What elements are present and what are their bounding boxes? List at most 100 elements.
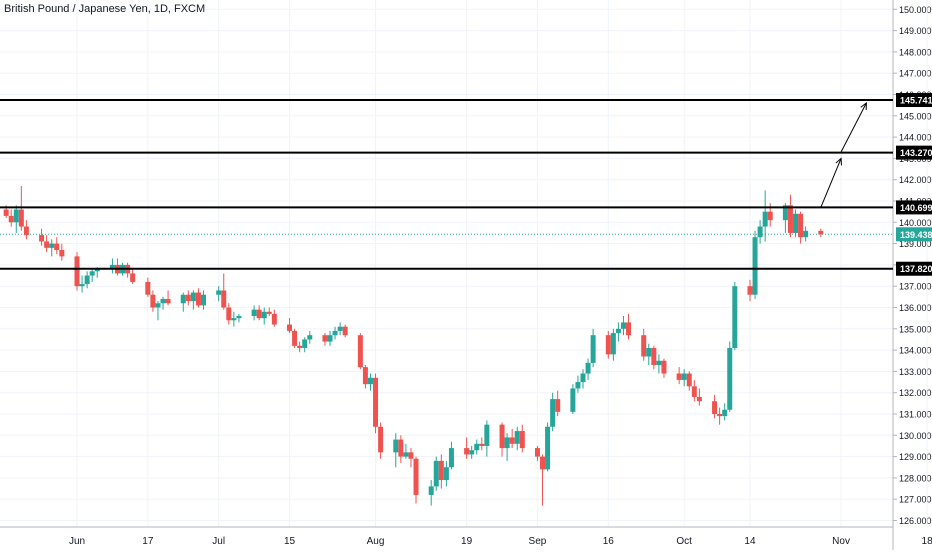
candle-body	[292, 330, 298, 346]
x-tick-label: Aug	[367, 536, 385, 547]
y-tick-label: 136.000	[899, 303, 932, 313]
candle-body	[696, 396, 702, 402]
candle-body	[686, 373, 692, 387]
y-tick-label: 127.000	[899, 495, 932, 505]
candle-body	[302, 339, 308, 348]
y-tick-label: 145.000	[899, 111, 932, 121]
candle-body	[8, 215, 14, 223]
candle-body	[190, 292, 196, 302]
candle-body	[271, 313, 277, 325]
candle-body	[661, 360, 667, 374]
candle-body	[610, 333, 616, 355]
candle-body	[266, 311, 272, 314]
candle-body	[641, 335, 647, 357]
candle-body	[23, 226, 29, 236]
candle-body	[342, 326, 348, 336]
candle-body	[251, 309, 257, 317]
candle-body	[615, 328, 621, 334]
y-tick-label: 149.000	[899, 26, 932, 36]
candle-body	[403, 452, 409, 457]
candle-body	[717, 414, 723, 417]
candle-body	[727, 347, 733, 410]
candle-body	[413, 458, 419, 495]
candle-body	[221, 290, 227, 308]
candle-body	[49, 243, 55, 248]
y-tick-label: 129.000	[899, 452, 932, 462]
y-tick-label: 133.000	[899, 367, 932, 377]
candle-body	[297, 345, 303, 348]
candle-body	[195, 292, 201, 306]
candle-body	[747, 286, 753, 295]
candle-body	[732, 286, 738, 348]
candle-body	[74, 256, 80, 287]
candle-body	[44, 241, 50, 248]
candle-body	[13, 209, 19, 223]
candle-body	[155, 303, 161, 308]
candle-body	[479, 443, 485, 446]
candle-body	[757, 226, 763, 238]
candle-body	[327, 335, 333, 342]
candle-body	[575, 382, 581, 389]
candle-body	[408, 452, 414, 459]
candle-body	[570, 388, 576, 412]
x-tick-label: 17	[142, 536, 154, 547]
y-tick-label: 142.000	[899, 175, 932, 185]
level-label-bg	[896, 261, 932, 276]
x-tick-label: 14	[744, 536, 756, 547]
arrow-line	[820, 158, 842, 208]
candle-body	[605, 335, 611, 355]
candle-body	[373, 377, 379, 427]
candle-body	[256, 309, 262, 319]
candle-body	[226, 307, 232, 321]
candle-body	[231, 318, 237, 321]
y-tick-label: 148.000	[899, 47, 932, 57]
candle-body	[484, 424, 490, 446]
candle-body	[216, 290, 222, 295]
level-label: 145.741	[900, 96, 932, 106]
candle-body	[626, 322, 632, 336]
candle-body	[94, 269, 100, 272]
level-label: 137.820	[900, 264, 932, 274]
x-tick-label: 19	[461, 536, 473, 547]
candle-body	[469, 450, 475, 455]
y-tick-label: 128.000	[899, 473, 932, 483]
y-tick-label: 130.000	[899, 431, 932, 441]
y-tick-label: 139.000	[899, 239, 932, 249]
level-label: 140.699	[900, 203, 932, 213]
chart-title: British Pound / Japanese Yen, 1D, FXCM	[4, 3, 206, 15]
candle-body	[130, 273, 136, 282]
level-label-bg	[896, 145, 932, 160]
candle-body	[499, 424, 505, 449]
candle-body	[428, 486, 434, 495]
arrow-head	[835, 157, 842, 166]
candle-body	[793, 213, 799, 233]
candle-body	[691, 386, 697, 397]
candle-body	[54, 243, 60, 250]
arrow-line	[840, 102, 867, 153]
candle-body	[145, 281, 151, 295]
candle-body	[307, 335, 313, 340]
candle-body	[378, 426, 384, 453]
candle-body	[433, 460, 439, 487]
candle-body	[752, 237, 758, 295]
candle-body	[160, 298, 166, 304]
candle-body	[109, 264, 115, 270]
candle-body	[84, 275, 90, 285]
candle-body	[550, 399, 556, 427]
x-tick-label: Nov	[832, 536, 850, 547]
x-tick-label: 15	[284, 536, 296, 547]
y-tick-label: 150.000	[899, 5, 932, 15]
candle-body	[646, 347, 652, 357]
candle-body	[767, 211, 773, 221]
candle-body	[803, 230, 809, 238]
candle-body	[818, 230, 824, 235]
x-tick-label: 18	[922, 536, 932, 547]
candle-body	[332, 330, 338, 336]
candle-body	[580, 373, 586, 383]
candle-body	[393, 439, 399, 453]
candle-body	[261, 311, 267, 319]
x-tick-label: Oct	[676, 536, 692, 547]
candle-body	[79, 284, 85, 287]
